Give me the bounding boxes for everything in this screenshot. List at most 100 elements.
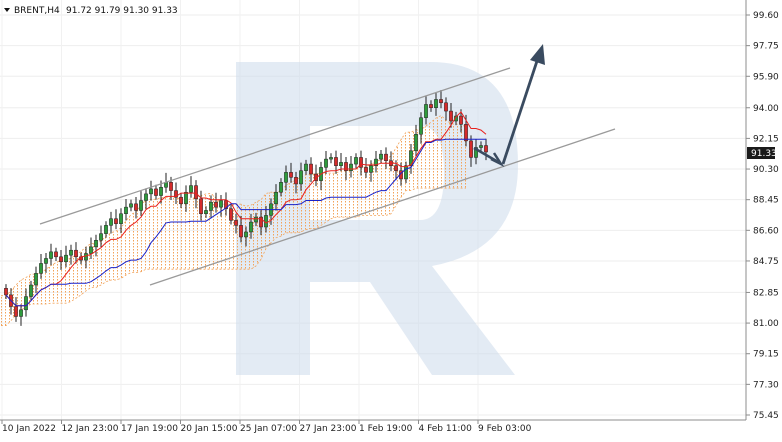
- candle-body: [144, 193, 148, 201]
- candle-body: [74, 249, 78, 258]
- candle-body: [99, 233, 103, 241]
- candle-body: [24, 296, 28, 311]
- candle-body: [414, 134, 418, 152]
- candle-body: [219, 200, 223, 208]
- time-axis[interactable]: 10 Jan 2022 12 Jan 23:00 17 Jan 19:00 20 Ja…: [1, 420, 532, 434]
- candle-body: [329, 157, 333, 160]
- candle-body: [309, 163, 313, 175]
- forecast-up-arrow[interactable]: [501, 57, 540, 165]
- candle-body: [469, 140, 473, 158]
- candle-body: [234, 220, 238, 226]
- candle-body: [419, 117, 423, 135]
- candle-body: [459, 115, 463, 125]
- candle-body: [4, 288, 8, 296]
- candle-body: [474, 147, 478, 158]
- candle-body: [39, 263, 43, 274]
- candle-body: [119, 213, 123, 224]
- candle-body: [254, 216, 258, 223]
- candle-body: [159, 187, 163, 196]
- candle-body: [439, 99, 443, 104]
- candle-body: [374, 158, 378, 166]
- triangle-down-icon[interactable]: [4, 8, 10, 12]
- current-price-value: 91.33: [751, 149, 777, 159]
- candle-body: [479, 145, 483, 148]
- candle-body: [379, 153, 383, 160]
- candle-body: [359, 157, 363, 168]
- candle-body: [59, 256, 63, 263]
- candle-body: [29, 284, 33, 297]
- candle-body: [204, 210, 208, 215]
- price-label: 92.15: [753, 134, 779, 144]
- price-label: 81.00: [753, 319, 779, 329]
- candle-body: [34, 273, 38, 286]
- candle-body: [179, 196, 183, 205]
- chart-header[interactable]: BRENT,H4 91.72 91.79 91.30 91.33: [4, 6, 178, 16]
- candle-body: [324, 158, 328, 168]
- price-label: 95.90: [753, 72, 779, 82]
- price-label: 99.60: [753, 11, 779, 21]
- candle-body: [424, 104, 428, 118]
- price-label: 84.75: [753, 257, 779, 267]
- candle-body: [94, 240, 98, 248]
- kijun-sen-line: [5, 138, 486, 307]
- candle-body: [409, 150, 413, 166]
- candle-body: [244, 231, 248, 238]
- candle-body: [184, 191, 188, 205]
- candle-body: [284, 172, 288, 183]
- candle-body: [229, 208, 233, 221]
- price-label: 90.30: [753, 165, 779, 175]
- price-axis[interactable]: 99.60 97.75 95.90 94.00 92.15 90.30 88.45 86.60…: [746, 11, 779, 421]
- price-label: 75.45: [753, 411, 779, 421]
- candle-body: [279, 182, 283, 193]
- candle-body: [174, 190, 178, 198]
- candle-body: [239, 225, 243, 238]
- candle-body: [394, 165, 398, 171]
- candle-body: [189, 185, 193, 193]
- candles: [4, 90, 488, 326]
- candle-body: [49, 251, 53, 259]
- candle-body: [344, 162, 348, 171]
- candle-body: [54, 251, 58, 258]
- candle-body: [134, 203, 138, 211]
- candle-body: [349, 163, 353, 171]
- candle-body: [69, 249, 73, 256]
- ohlc-values: 91.72 91.79 91.30 91.33: [66, 6, 178, 16]
- time-label: 1 Feb 19:00: [359, 424, 413, 434]
- candle-body: [304, 163, 308, 171]
- candle-body: [339, 162, 343, 166]
- channel-lower-line[interactable]: [149, 128, 616, 286]
- candle-body: [209, 201, 213, 211]
- candle-body: [14, 306, 18, 317]
- candle-body: [214, 201, 218, 208]
- candle-body: [124, 206, 128, 215]
- price-label: 94.00: [753, 104, 779, 114]
- candle-body: [149, 188, 153, 195]
- price-label: 88.45: [753, 196, 779, 206]
- time-label: 17 Jan 19:00: [121, 424, 178, 434]
- symbol-label: BRENT,H4: [14, 6, 60, 16]
- candle-body: [249, 221, 253, 233]
- candle-body: [294, 177, 298, 185]
- candle-body: [64, 254, 68, 263]
- forecast-down-arrowhead: [490, 152, 505, 168]
- candle-body: [429, 104, 433, 109]
- time-label: 20 Jan 15:00: [181, 424, 238, 434]
- candle-body: [364, 167, 368, 173]
- time-label: 9 Feb 03:00: [478, 424, 532, 434]
- candle-body: [274, 191, 278, 205]
- price-label: 86.60: [753, 226, 779, 236]
- candle-body: [299, 170, 303, 185]
- candle-body: [259, 216, 263, 228]
- candle-body: [334, 157, 338, 166]
- candle-body: [89, 246, 93, 254]
- price-label: 97.75: [753, 42, 779, 52]
- candle-body: [224, 200, 228, 210]
- candle-body: [354, 157, 358, 165]
- candle-body: [139, 200, 143, 211]
- price-label: 77.30: [753, 380, 779, 390]
- price-label: 79.15: [753, 350, 779, 360]
- channel-upper-line[interactable]: [39, 67, 511, 225]
- candle-body: [384, 153, 388, 162]
- candle-body: [19, 309, 23, 317]
